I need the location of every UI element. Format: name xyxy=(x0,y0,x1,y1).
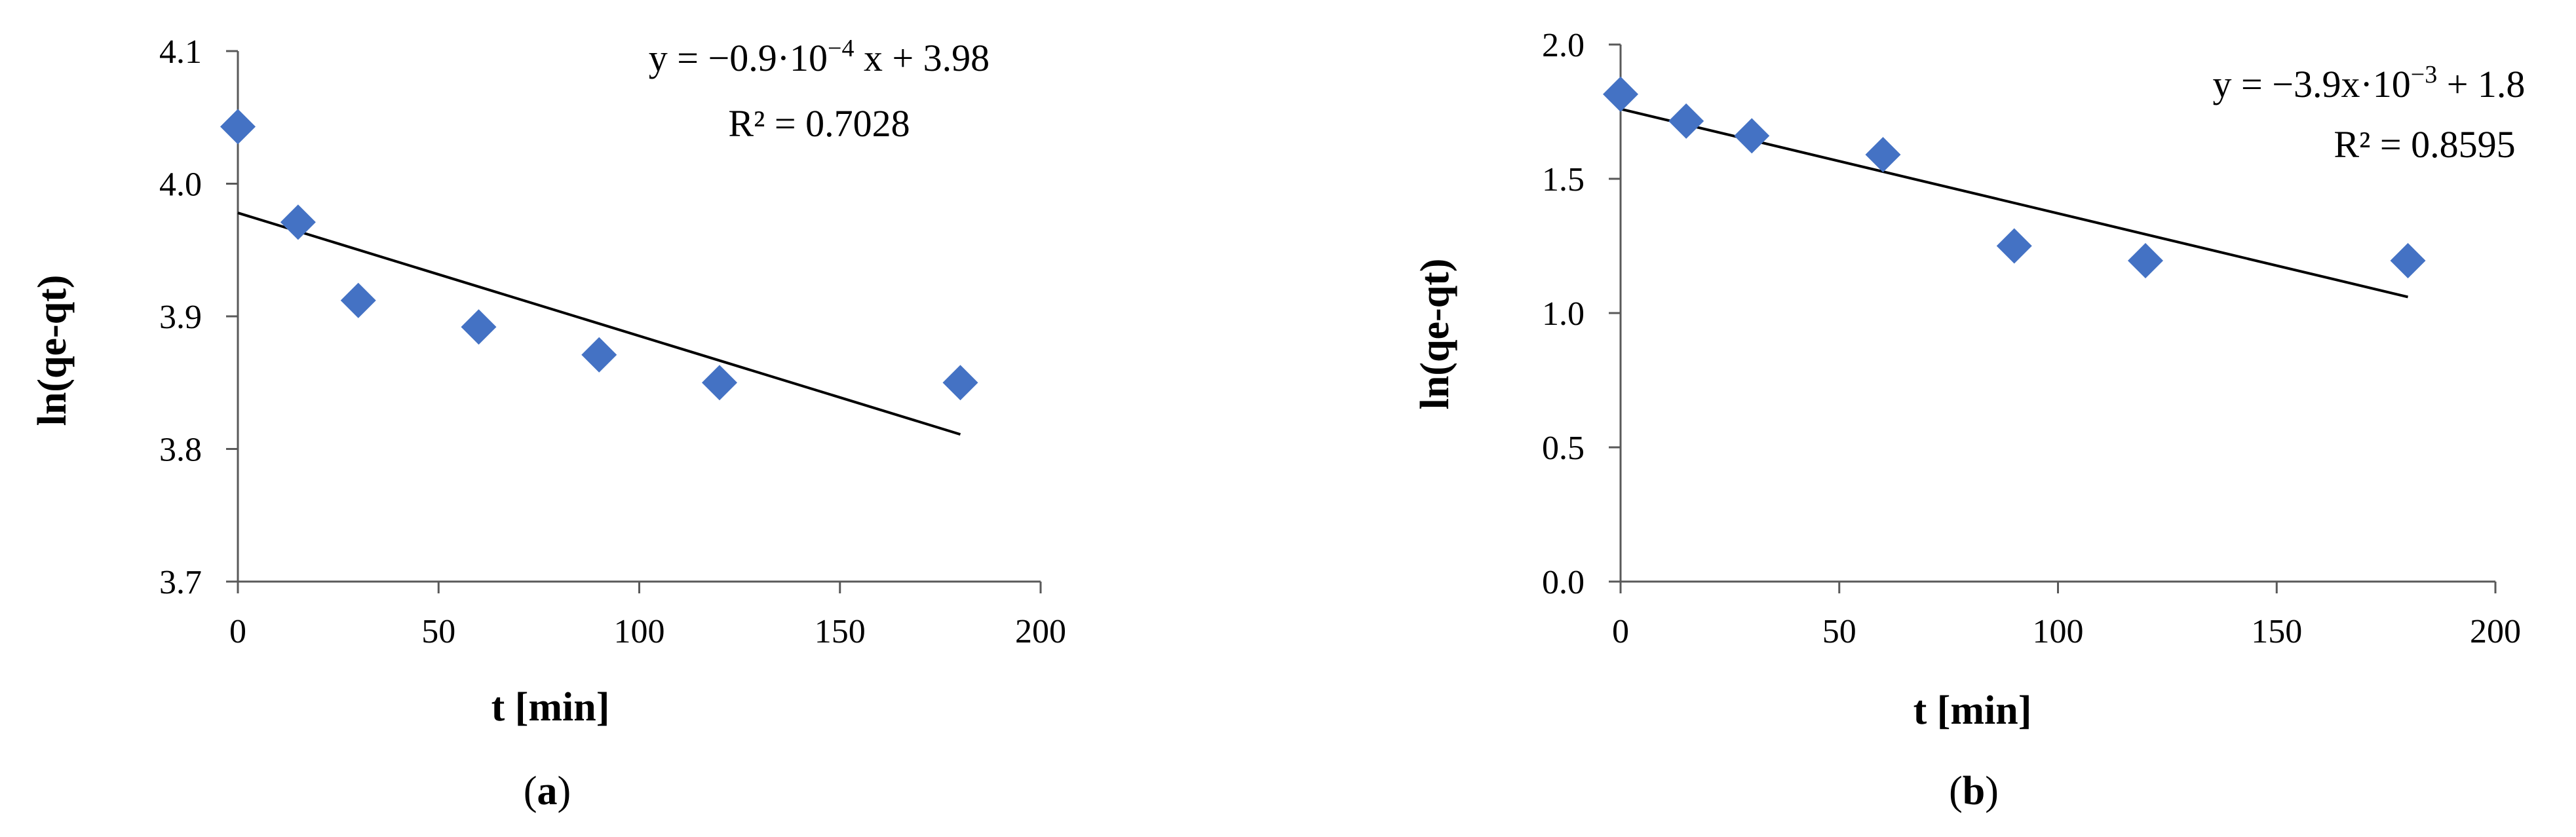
data-point xyxy=(340,282,376,318)
x-tick-label: 0 xyxy=(229,613,246,650)
y-tick-label: 0.0 xyxy=(1542,564,1585,601)
axes xyxy=(226,50,1042,593)
x-tick-label: 150 xyxy=(815,613,866,650)
trendline xyxy=(237,212,961,436)
y-tick-labels: 3.7 3.8 3.9 4.0 4.1 xyxy=(159,33,202,601)
data-point xyxy=(220,109,256,145)
y-tick-label: 3.9 xyxy=(159,299,202,336)
x-tick-label: 50 xyxy=(1822,613,1856,650)
x-tick-label: 100 xyxy=(2033,613,2084,650)
y-tick-label: 3.7 xyxy=(159,564,202,601)
data-point xyxy=(1865,137,1901,173)
y-tick-label: 0.5 xyxy=(1542,430,1585,467)
data-point xyxy=(280,204,316,240)
axes xyxy=(1609,43,2497,593)
panel-caption-b: (b) xyxy=(1949,769,1999,813)
x-tick-label: 0 xyxy=(1612,613,1629,650)
y-tick-label: 1.5 xyxy=(1542,161,1585,198)
x-axis-title: t [min] xyxy=(491,685,610,730)
x-tick-label: 100 xyxy=(614,613,665,650)
r-squared-label: R² = 0.7028 xyxy=(728,102,910,145)
x-tick-labels: 0 50 100 150 200 xyxy=(1612,613,2521,650)
panel-caption-a: (a) xyxy=(524,769,571,813)
x-axis-title: t [min] xyxy=(1913,688,2032,733)
data-point xyxy=(942,365,978,401)
data-point xyxy=(1996,228,2032,264)
y-tick-label: 2.0 xyxy=(1542,27,1585,64)
x-tick-labels: 0 50 100 150 200 xyxy=(229,613,1066,650)
data-point xyxy=(2390,243,2426,279)
data-point xyxy=(702,365,737,401)
y-tick-labels: 0.0 0.5 1.0 1.5 2.0 xyxy=(1542,27,1585,601)
data-points xyxy=(220,109,978,401)
y-tick-label: 1.0 xyxy=(1542,295,1585,333)
y-tick-label: 4.0 xyxy=(159,166,202,204)
x-tick-label: 200 xyxy=(1015,613,1066,650)
y-axis-title: ln(qe-qt) xyxy=(30,275,75,426)
data-point xyxy=(461,309,497,345)
y-tick-label: 3.8 xyxy=(159,432,202,469)
data-point xyxy=(1734,118,1770,154)
trendline-equation: y = −3.9x·10−3 + 1.8 xyxy=(2213,61,2526,105)
r-squared-label: R² = 0.8595 xyxy=(2334,123,2515,166)
data-point xyxy=(2128,243,2163,279)
x-tick-label: 150 xyxy=(2251,613,2302,650)
data-point xyxy=(1603,76,1638,112)
chart-panel-a: 3.7 3.8 3.9 4.0 4.1 0 50 100 150 200 y = −0.9·10… xyxy=(30,33,1066,813)
trendline-equation: y = −0.9·10−4 x + 3.98 xyxy=(649,35,990,79)
data-points xyxy=(1603,76,2426,279)
chart-panel-b: 0.0 0.5 1.0 1.5 2.0 0 50 100 150 200 y = −3.9x·1… xyxy=(1413,27,2525,813)
x-tick-label: 200 xyxy=(2470,613,2521,650)
y-tick-label: 4.1 xyxy=(159,33,202,71)
trendline-path xyxy=(237,212,961,436)
x-tick-label: 50 xyxy=(421,613,455,650)
data-point xyxy=(1668,103,1704,139)
y-axis-title: ln(qe-qt) xyxy=(1413,259,1457,410)
data-point xyxy=(581,337,617,373)
